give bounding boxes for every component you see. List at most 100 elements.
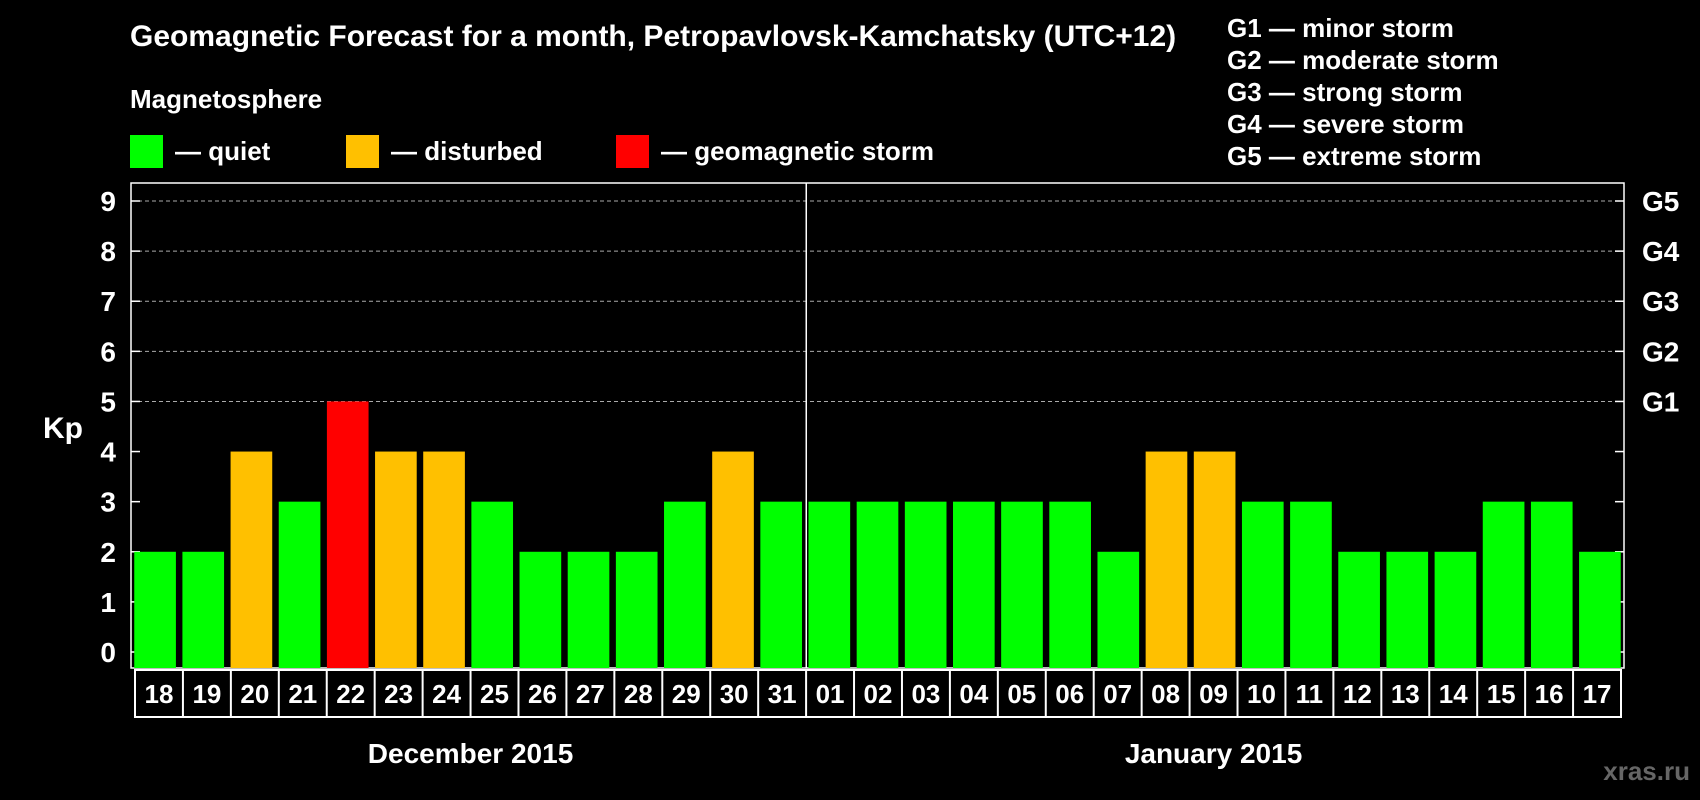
legend-item-quiet: — quiet: [130, 134, 270, 168]
date-label-12: 12: [1343, 679, 1372, 709]
date-label-15: 15: [1487, 679, 1516, 709]
bar-29: [664, 501, 706, 668]
date-label-29: 29: [672, 679, 701, 709]
date-label-09: 09: [1199, 679, 1228, 709]
bar-04: [952, 501, 995, 668]
date-label-01: 01: [816, 679, 845, 709]
bar-21: [278, 501, 321, 668]
date-label-20: 20: [240, 679, 269, 709]
bar-05: [1001, 501, 1043, 668]
date-label-02: 02: [864, 679, 893, 709]
bar-24: [423, 451, 465, 668]
legend-item-disturbed: — disturbed: [346, 134, 543, 168]
date-label-25: 25: [480, 679, 509, 709]
bar-07: [1097, 551, 1140, 668]
date-label-14: 14: [1439, 679, 1468, 709]
right-tick-label-g2: G2: [1642, 336, 1679, 367]
y-tick-label: 6: [100, 336, 116, 367]
storm-scale-g2: G2 — moderate storm: [1227, 45, 1499, 75]
date-label-23: 23: [384, 679, 413, 709]
date-label-22: 22: [336, 679, 365, 709]
date-label-27: 27: [576, 679, 605, 709]
date-label-05: 05: [1007, 679, 1036, 709]
bar-28: [615, 551, 658, 668]
y-tick-label: 2: [100, 537, 116, 568]
date-label-30: 30: [720, 679, 749, 709]
storm-scale-g3: G3 — strong storm: [1227, 77, 1463, 107]
right-tick-label-g4: G4: [1642, 236, 1680, 267]
y-tick-label: 0: [100, 637, 116, 668]
y-tick-label: 7: [100, 286, 116, 317]
y-tick-label: 5: [100, 386, 116, 417]
date-label-13: 13: [1391, 679, 1420, 709]
bar-06: [1049, 501, 1091, 668]
bar-22: [326, 401, 369, 668]
bar-26: [519, 551, 562, 668]
bar-27: [567, 551, 610, 668]
bar-19: [182, 551, 225, 668]
storm-scale-legend: G1 — minor storm G2 — moderate storm G3 …: [1227, 12, 1499, 172]
right-tick-label-g3: G3: [1642, 286, 1679, 317]
bar-25: [471, 501, 514, 668]
date-label-21: 21: [288, 679, 317, 709]
legend-label-quiet: — quiet: [175, 135, 271, 166]
legend-swatch-quiet: [130, 134, 163, 168]
bar-14: [1434, 551, 1477, 668]
bar-30: [712, 451, 754, 668]
y-tick-label: 8: [100, 236, 116, 267]
date-label-17: 17: [1583, 679, 1612, 709]
right-tick-label-g1: G1: [1642, 386, 1679, 417]
bar-09: [1193, 451, 1236, 668]
date-label-04: 04: [959, 679, 988, 709]
bar-01: [808, 501, 851, 668]
bar-20: [230, 451, 273, 668]
storm-scale-g4: G4 — severe storm: [1227, 109, 1465, 139]
bar-16: [1530, 501, 1573, 668]
legend-label-storm: — geomagnetic storm: [661, 135, 935, 166]
date-label-18: 18: [145, 679, 174, 709]
y-tick-label: 4: [100, 437, 116, 468]
bar-10: [1241, 501, 1284, 668]
bar-23: [375, 451, 417, 668]
bar-15: [1482, 501, 1525, 668]
date-label-31: 31: [768, 679, 797, 709]
date-label-06: 06: [1055, 679, 1084, 709]
date-label-24: 24: [432, 679, 461, 709]
legend-swatch-storm: [616, 134, 649, 168]
storm-scale-g1: G1 — minor storm: [1227, 13, 1454, 43]
bar-11: [1290, 501, 1332, 668]
legend-heading: Magnetosphere: [130, 84, 323, 114]
legend-label-disturbed: — disturbed: [391, 135, 543, 166]
date-strip: [134, 669, 1622, 718]
date-label-16: 16: [1535, 679, 1564, 709]
date-label-28: 28: [624, 679, 653, 709]
date-label-03: 03: [911, 679, 940, 709]
y-axis-label: Kp: [43, 412, 83, 445]
month-label-0: December 2015: [368, 738, 573, 769]
month-label-1: January 2015: [1125, 738, 1302, 769]
legend-item-storm: — geomagnetic storm: [616, 134, 934, 168]
storm-scale-g5: G5 — extreme storm: [1227, 141, 1482, 171]
bar-31: [760, 501, 803, 668]
bar-17: [1579, 551, 1621, 668]
y-tick-label: 3: [100, 487, 116, 518]
date-label-19: 19: [192, 679, 221, 709]
chart-title: Geomagnetic Forecast for a month, Petrop…: [130, 20, 1177, 53]
right-tick-label-g5: G5: [1642, 186, 1679, 217]
bar-12: [1338, 551, 1380, 668]
legend-swatch-disturbed: [346, 134, 379, 168]
date-label-08: 08: [1151, 679, 1180, 709]
watermark: xras.ru: [1603, 756, 1690, 786]
date-label-11: 11: [1296, 679, 1324, 709]
bar-18: [134, 551, 176, 668]
bar-02: [856, 501, 899, 668]
y-tick-label: 9: [100, 186, 116, 217]
bar-13: [1386, 551, 1429, 668]
y-tick-label: 1: [100, 587, 116, 618]
date-label-07: 07: [1103, 679, 1132, 709]
date-label-10: 10: [1247, 679, 1276, 709]
bar-03: [904, 501, 947, 668]
bar-08: [1145, 451, 1188, 668]
date-label-26: 26: [528, 679, 557, 709]
